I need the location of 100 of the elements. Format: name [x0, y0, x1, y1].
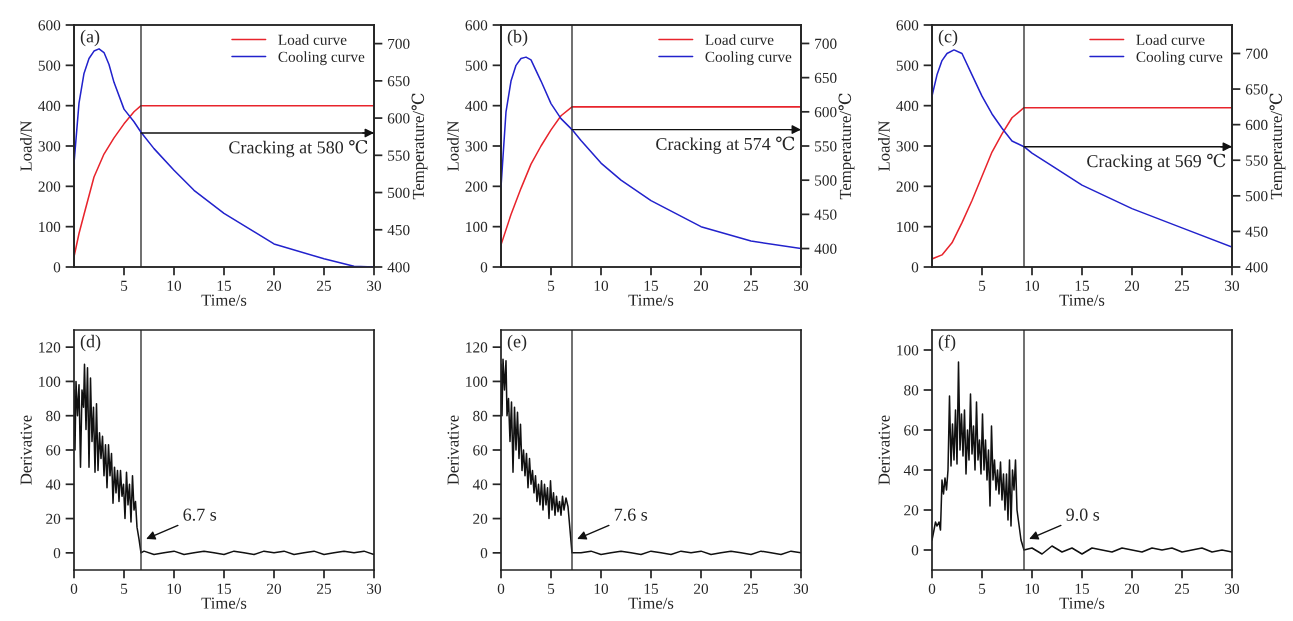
ref-line-label: 6.7 s [183, 508, 217, 521]
y2-tick-label: 500 [815, 175, 837, 186]
y2-tick-label: 400 [387, 262, 410, 273]
y-tick-label: 300 [38, 141, 61, 152]
x-tick-label: 25 [744, 583, 759, 594]
x-tick-label: 30 [1225, 280, 1240, 291]
x-tick-label: 5 [121, 583, 128, 594]
y-tick-label: 0 [911, 262, 919, 273]
annotation: (a) [80, 29, 100, 47]
ref-line-label: 7.6 s [614, 508, 648, 521]
x-tick-label: 15 [1075, 583, 1090, 594]
x-tick-label: 30 [794, 280, 809, 291]
y-tick-label: 400 [38, 100, 61, 112]
legend-label: Cooling curve [705, 51, 792, 66]
y-tick-label: 120 [39, 342, 61, 353]
legend-label: Load curve [705, 34, 774, 46]
line-series [501, 106, 801, 246]
x-tick-label: 30 [367, 280, 382, 291]
y-tick-label: 60 [46, 445, 61, 456]
x-tick-label: 15 [217, 280, 232, 291]
y-axis-title: Load/N [447, 120, 459, 171]
y2-tick-label: 450 [1245, 226, 1268, 237]
y2-tick-label: 700 [388, 38, 410, 50]
y2-tick-label: 550 [815, 141, 837, 152]
y2-tick-label: 600 [1245, 119, 1268, 131]
y-tick-label: 80 [46, 410, 61, 422]
line-series [932, 106, 1232, 260]
x-tick-label: 10 [167, 583, 182, 594]
legend-label: Load curve [278, 34, 347, 46]
y-tick-label: 20 [473, 513, 488, 525]
y-tick-label: 0 [53, 262, 61, 273]
x-tick-label: 25 [317, 280, 332, 291]
y-tick-label: 20 [46, 513, 61, 525]
x-tick-label: 5 [979, 280, 986, 291]
ref-line-label: Cracking at 574 ℃ [656, 136, 795, 154]
x-tick-label: 0 [928, 583, 936, 594]
y-tick-label: 80 [473, 410, 488, 422]
y2-tick-label: 450 [814, 209, 837, 220]
x-axis-title: Time/s [201, 597, 247, 609]
y-tick-label: 600 [465, 20, 488, 31]
y-tick-label: 500 [38, 60, 61, 71]
y2-tick-label: 450 [387, 224, 410, 236]
y-tick-label: 0 [480, 548, 488, 559]
y-axis-title: Load/N [20, 120, 32, 171]
y-axis-title: Derivative [20, 415, 32, 485]
y2-tick-label: 650 [814, 72, 837, 84]
y-tick-label: 40 [45, 479, 61, 490]
y2-tick-label: 400 [1245, 262, 1268, 273]
line-series [932, 49, 1232, 248]
x-tick-label: 20 [1125, 280, 1140, 291]
x-tick-label: 15 [644, 280, 659, 291]
y2-tick-label: 650 [1245, 84, 1268, 95]
y-tick-label: 600 [896, 20, 919, 31]
x-tick-label: 25 [744, 280, 759, 291]
y-tick-label: 200 [896, 181, 919, 192]
y2-tick-label: 700 [1246, 48, 1268, 59]
y2-tick-label: 400 [814, 243, 837, 254]
y-tick-label: 100 [897, 345, 919, 356]
annotation: (d) [80, 334, 101, 352]
annotation: (c) [938, 29, 958, 47]
line-series [932, 361, 1232, 555]
legend-label: Load curve [1136, 34, 1205, 46]
y2-tick-label: 550 [1246, 155, 1268, 166]
x-tick-label: 20 [267, 280, 282, 291]
annotation: (b) [507, 29, 528, 47]
y-tick-label: 500 [896, 60, 919, 71]
y-tick-label: 300 [465, 141, 488, 152]
y-tick-label: 0 [53, 548, 61, 559]
y-tick-label: 100 [897, 221, 919, 233]
x-tick-label: 15 [644, 583, 659, 594]
x-tick-label: 5 [979, 583, 986, 594]
x-tick-label: 0 [70, 583, 78, 594]
line-series [501, 358, 801, 556]
ref-line-label: 9.0 s [1066, 508, 1100, 521]
annotation: (f) [938, 334, 956, 352]
y2-tick-label: 700 [815, 38, 837, 49]
y2-tick-label: 600 [387, 113, 410, 124]
x-axis-title: Time/s [201, 294, 247, 306]
y-tick-label: 300 [896, 141, 919, 152]
y-tick-label: 0 [911, 545, 919, 556]
x-tick-label: 10 [1025, 583, 1040, 594]
legend-label: Cooling curve [1136, 51, 1223, 66]
x-tick-label: 20 [267, 583, 282, 594]
ref-line-label: Cracking at 569 ℃ [1087, 153, 1226, 171]
y-tick-label: 600 [38, 20, 61, 31]
x-tick-label: 10 [594, 583, 609, 594]
y-tick-label: 400 [896, 100, 919, 112]
x-tick-label: 30 [794, 583, 809, 594]
y2-tick-label: 500 [1246, 190, 1268, 202]
line-series [74, 363, 374, 556]
y2-tick-label: 550 [388, 150, 410, 161]
legend-label: Cooling curve [278, 51, 365, 66]
y-tick-label: 0 [480, 262, 488, 273]
y-tick-label: 100 [466, 221, 488, 233]
x-tick-label: 20 [694, 583, 709, 594]
x-tick-label: 5 [121, 280, 128, 291]
y-tick-label: 60 [904, 425, 919, 436]
y-tick-label: 40 [472, 479, 488, 490]
x-tick-label: 10 [1025, 280, 1040, 291]
annotation: (e) [507, 334, 527, 352]
